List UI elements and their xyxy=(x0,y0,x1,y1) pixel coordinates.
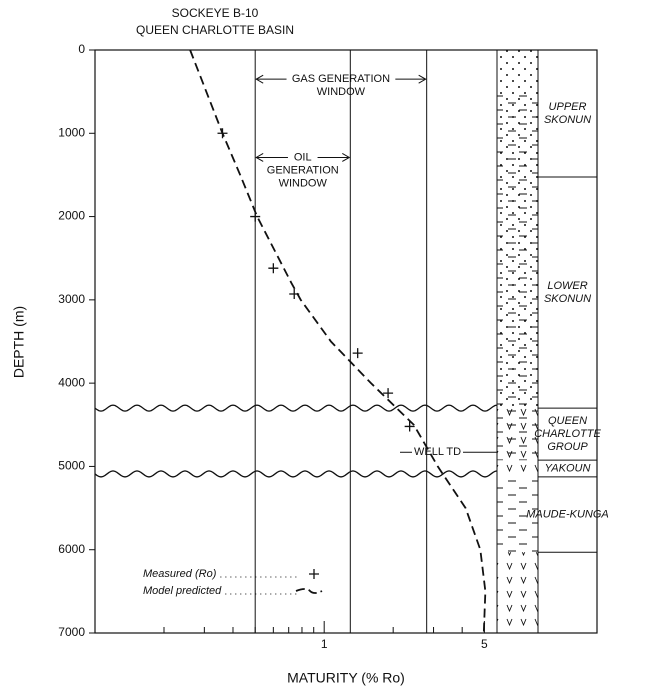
arrow-head xyxy=(255,74,264,84)
window-label: WINDOW xyxy=(279,177,328,189)
formation-label: UPPER xyxy=(549,101,587,113)
arrow-head xyxy=(342,153,351,162)
window-label: OIL xyxy=(294,151,312,163)
y-tick-label: 1000 xyxy=(58,125,85,139)
y-tick-label: 5000 xyxy=(58,459,85,473)
formation-label: SKONUN xyxy=(544,114,591,126)
y-tick-label: 2000 xyxy=(58,209,85,223)
measured-point xyxy=(383,388,394,399)
x-axis-label: MATURITY (% Ro) xyxy=(287,670,405,686)
title-line: SOCKEYE B-10 xyxy=(172,6,259,20)
window-label: WINDOW xyxy=(317,86,366,98)
litho-shale xyxy=(497,476,538,553)
window-label: GENERATION xyxy=(267,164,339,176)
litho-shale xyxy=(497,408,538,461)
x-tick-label: 1 xyxy=(321,637,328,651)
arrow-head xyxy=(418,74,427,84)
measured-point xyxy=(352,348,363,359)
arrow-head xyxy=(255,153,264,162)
legend-label: Measured (Ro) xyxy=(143,568,217,580)
formation-label: MAUDE-KUNGA xyxy=(526,508,609,520)
legend-marker xyxy=(309,569,319,579)
y-tick-label: 3000 xyxy=(58,292,85,306)
litho-volc xyxy=(497,552,538,633)
measured-point xyxy=(268,263,279,274)
litho-shale xyxy=(497,90,538,409)
y-tick-label: 0 xyxy=(78,42,85,56)
plot-frame xyxy=(94,49,598,634)
window-label: GAS GENERATION xyxy=(292,73,390,85)
y-tick-label: 4000 xyxy=(58,375,85,389)
measured-point xyxy=(404,421,415,432)
unconformity xyxy=(94,470,498,478)
formation-label: SKONUN xyxy=(544,293,591,305)
legend-label: Model predicted xyxy=(143,585,222,597)
well-td-label: WELL TD xyxy=(414,446,461,458)
y-axis-label: DEPTH (m) xyxy=(11,306,27,378)
formation-label: QUEEN xyxy=(548,415,587,427)
y-tick-label: 7000 xyxy=(58,625,85,639)
formation-label: YAKOUN xyxy=(545,462,591,474)
formation-label: CHARLOTTE xyxy=(534,428,601,440)
x-tick-label: 5 xyxy=(481,637,488,651)
model-line xyxy=(189,49,487,634)
formation-label: LOWER xyxy=(547,280,587,292)
unconformity xyxy=(94,404,498,412)
formation-label: GROUP xyxy=(547,441,588,453)
legend-marker xyxy=(295,588,323,594)
title-line: QUEEN CHARLOTTE BASIN xyxy=(136,23,294,37)
y-tick-label: 6000 xyxy=(58,542,85,556)
